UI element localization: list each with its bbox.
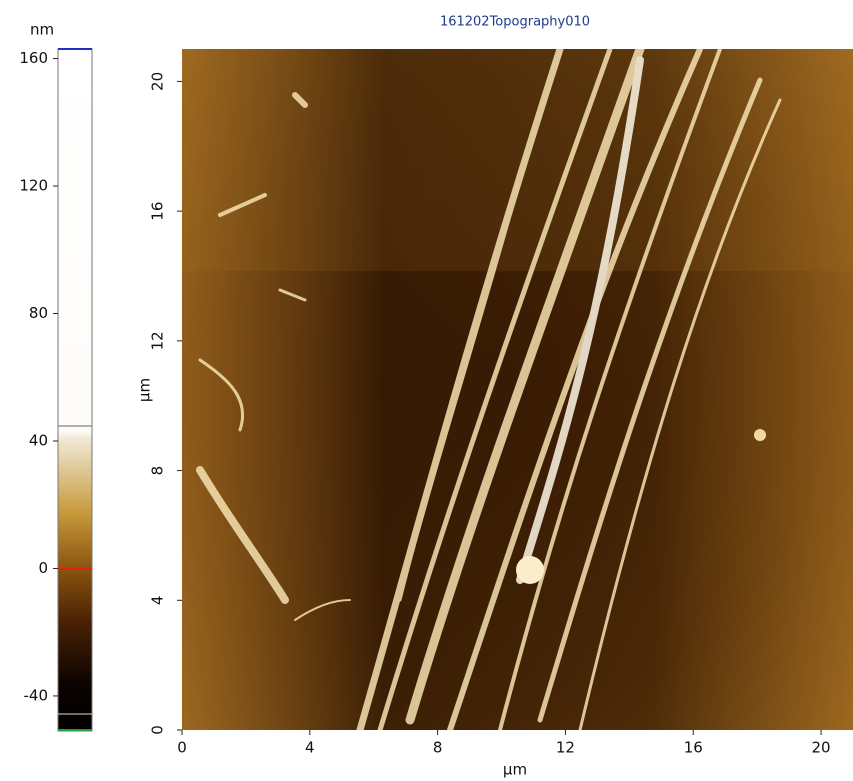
- colorbar-tick-label: 80: [29, 304, 48, 322]
- x-tick-label: 12: [556, 739, 575, 757]
- y-tick-label: 0: [149, 725, 167, 735]
- y-tick-label: 16: [149, 202, 167, 221]
- colorbar-tick-label: 120: [19, 177, 48, 195]
- x-tick-label: 0: [177, 739, 187, 757]
- x-tick-label: 16: [684, 739, 703, 757]
- y-tick-label: 20: [149, 72, 167, 91]
- topography-image: [182, 49, 853, 730]
- colorbar-tick-label: 160: [19, 49, 48, 67]
- image-title: 161202Topography010: [440, 15, 590, 30]
- colorbar-tick-label: 40: [29, 431, 48, 449]
- y-tick-label: 4: [149, 596, 167, 606]
- x-tick-label: 20: [812, 739, 831, 757]
- x-tick-label: 8: [433, 739, 443, 757]
- colorbar-tick-label: -40: [24, 686, 49, 704]
- colorbar-tick-label: 0: [38, 559, 48, 577]
- y-axis-label: µm: [136, 378, 154, 402]
- y-tick-label: 8: [149, 466, 167, 476]
- y-tick-label: 12: [149, 331, 167, 350]
- colorbar-unit: nm: [30, 21, 54, 39]
- x-tick-label: 4: [305, 739, 315, 757]
- x-axis-label: µm: [503, 761, 527, 779]
- colorbar: [57, 48, 93, 732]
